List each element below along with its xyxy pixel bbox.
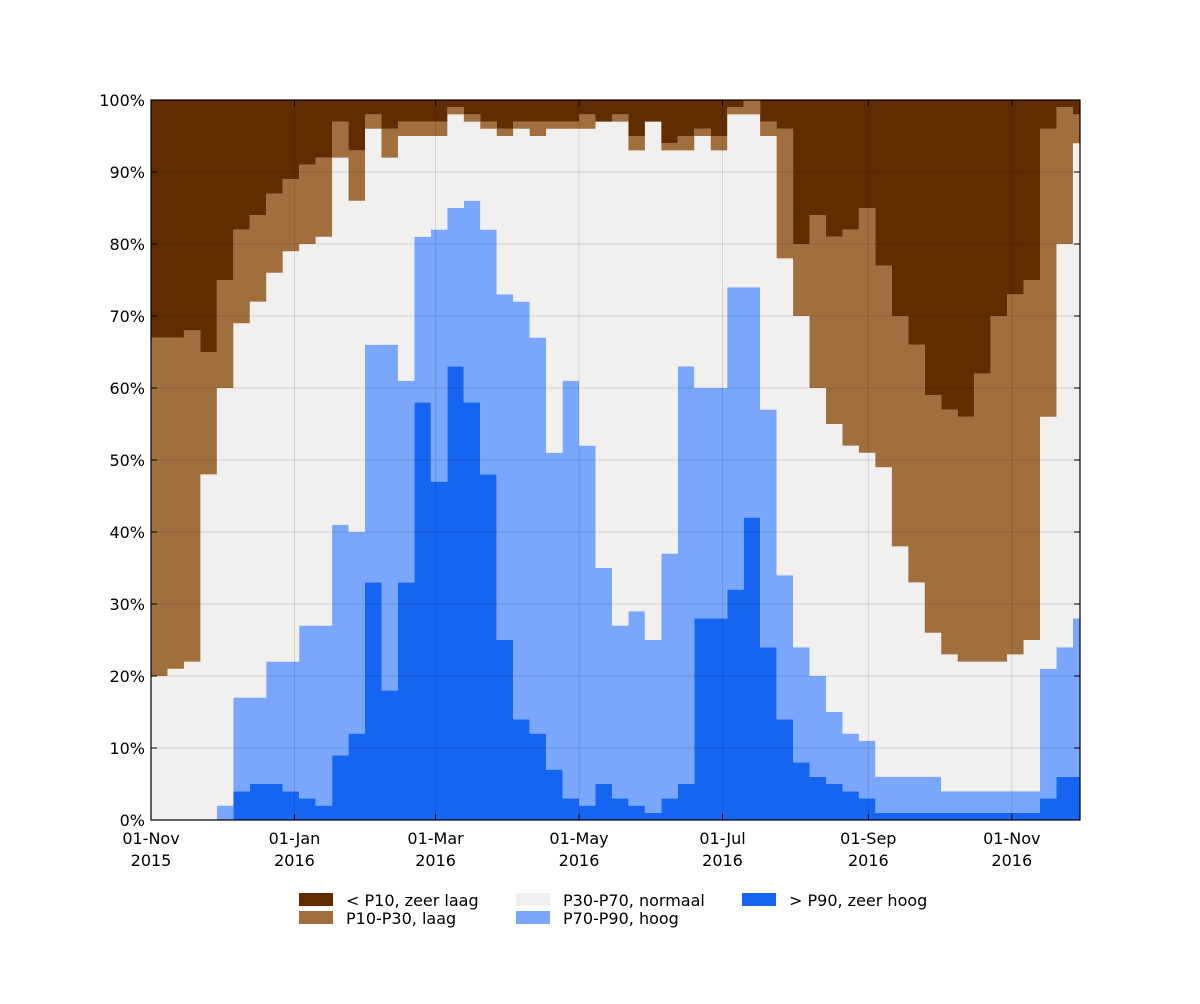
y-tick-label: 0% xyxy=(120,811,145,830)
legend-swatch-3 xyxy=(299,911,333,924)
legend-label-0: > P90, zeer hoog xyxy=(789,891,927,910)
legend-label-4: < P10, zeer laag xyxy=(346,891,479,910)
grid-lines xyxy=(150,100,1080,820)
legend-label-2: P30-P70, normaal xyxy=(563,891,705,910)
y-tick-label: 80% xyxy=(109,235,145,254)
legend-swatch-1 xyxy=(516,911,550,924)
x-tick-label-date: 01-Mar xyxy=(407,829,464,848)
x-tick-label-year: 2015 xyxy=(131,851,172,870)
x-tick-label-date: 01-Jul xyxy=(699,829,745,848)
y-tick-label: 30% xyxy=(109,595,145,614)
legend-swatch-0 xyxy=(742,893,776,906)
y-tick-label: 60% xyxy=(109,379,145,398)
x-tick-label-year: 2016 xyxy=(991,851,1032,870)
legend-swatch-2 xyxy=(516,893,550,906)
y-tick-label: 40% xyxy=(109,523,145,542)
y-tick-label: 10% xyxy=(109,739,145,758)
x-axis: 01-Nov 2015 01-Jan 2016 01-Mar 2016 01-May 2016… xyxy=(122,100,1040,870)
area-series-3 xyxy=(151,100,1080,676)
x-tick-label-year: 2016 xyxy=(274,851,315,870)
y-tick-label: 90% xyxy=(109,163,145,182)
x-tick-label-date: 01-Nov xyxy=(122,829,179,848)
x-tick-label-date: 01-Nov xyxy=(983,829,1040,848)
x-tick-label-date: 01-Sep xyxy=(840,829,896,848)
x-tick-label-year: 2016 xyxy=(559,851,600,870)
x-tick-label-year: 2016 xyxy=(848,851,889,870)
area-series-0 xyxy=(151,366,1080,820)
y-axis: 0% 10% 20% 30% 40% 50% 60% 70% 80% 90% 100% xyxy=(99,91,1080,830)
area-series-2 xyxy=(151,114,1080,820)
legend-label-3: P10-P30, laag xyxy=(346,909,456,928)
x-tick-label-date: 01-May xyxy=(549,829,608,848)
area-series-4 xyxy=(151,100,1080,417)
area-layers xyxy=(151,100,1080,821)
y-tick-label: 100% xyxy=(99,91,145,110)
y-tick-label: 70% xyxy=(109,307,145,326)
legend-swatch-4 xyxy=(299,893,333,906)
legend-label-1: P70-P90, hoog xyxy=(563,909,679,928)
x-tick-label-date: 01-Jan xyxy=(269,829,321,848)
area-series-1 xyxy=(151,200,1080,821)
y-tick-label: 50% xyxy=(109,451,145,470)
y-tick-label: 20% xyxy=(109,667,145,686)
x-tick-label-year: 2016 xyxy=(702,851,743,870)
x-tick-label-year: 2016 xyxy=(415,851,456,870)
